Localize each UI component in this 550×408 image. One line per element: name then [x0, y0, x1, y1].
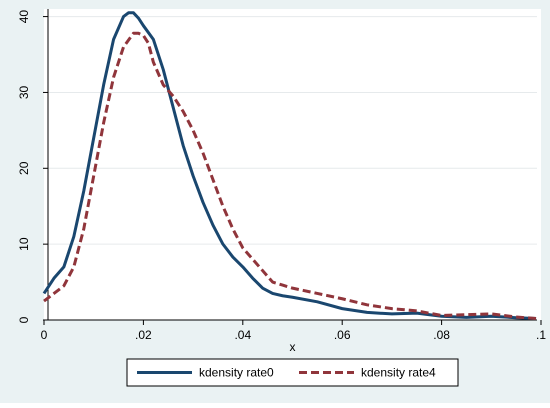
x-tick-label: .02 [135, 328, 152, 342]
series-line-rate4 [43, 31, 537, 320]
y-tick-label: 0 [17, 316, 31, 323]
x-tick-label: 0 [41, 328, 48, 342]
x-axis-title: x [290, 340, 296, 354]
plot-area [44, 9, 541, 320]
x-tick-label: .06 [334, 328, 351, 342]
series-line-rate0 [42, 11, 537, 320]
legend-label-rate0: kdensity rate0 [199, 366, 274, 380]
y-tick-label: 20 [17, 161, 31, 175]
x-tick-label: .04 [234, 328, 251, 342]
y-tick-label: 30 [17, 85, 31, 99]
series-lines [42, 11, 537, 320]
x-tick-label: .08 [433, 328, 450, 342]
legend: kdensity rate0 kdensity rate4 [126, 358, 459, 387]
y-tick-label: 10 [17, 237, 31, 251]
y-tick-label: 40 [17, 10, 31, 24]
legend-label-rate4: kdensity rate4 [361, 366, 436, 380]
axes: 0 10 20 30 40 0 .02 .04 .06 .08 .1 [17, 9, 546, 342]
x-tick-label: .1 [536, 328, 546, 342]
